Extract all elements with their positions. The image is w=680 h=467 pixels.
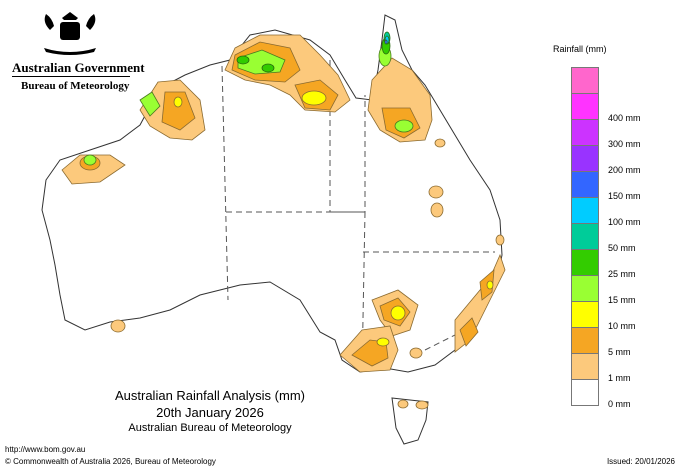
legend-label: 200 mm: [608, 165, 641, 175]
legend-swatch: [571, 223, 599, 249]
legend-swatch: [571, 275, 599, 301]
legend-label: 5 mm: [608, 347, 631, 357]
rain-15mm: [83, 45, 414, 166]
coat-of-arms-icon: [44, 12, 96, 55]
legend-swatch: [571, 119, 599, 145]
legend-label: 10 mm: [608, 321, 636, 331]
map-title: Australian Rainfall Analysis (mm): [114, 388, 305, 403]
legend-label: 400 mm: [608, 113, 641, 123]
legend-label: 50 mm: [608, 243, 636, 253]
logo-divider: [12, 76, 130, 77]
legend-label: 100 mm: [608, 217, 641, 227]
legend-label: 150 mm: [608, 191, 641, 201]
legend-title: Rainfall (mm): [553, 44, 607, 54]
legend-label: 300 mm: [608, 139, 641, 149]
legend-swatch: [571, 67, 599, 93]
legend-swatch: [571, 301, 599, 327]
website-link[interactable]: http://www.bom.gov.au: [5, 445, 86, 454]
map-date: 20th January 2026: [156, 405, 264, 420]
legend-swatch: [571, 379, 599, 406]
legend-swatch: [571, 353, 599, 379]
government-name: Australian Government: [12, 60, 145, 75]
legend-swatch: [571, 249, 599, 275]
map-source: Australian Bureau of Meteorology: [128, 422, 292, 434]
legend-swatch: [571, 327, 599, 353]
legend-swatch: [571, 171, 599, 197]
legend-label: 25 mm: [608, 269, 636, 279]
bureau-name: Bureau of Meteorology: [21, 80, 130, 92]
legend: [571, 67, 599, 406]
rain-10mm: [173, 90, 494, 347]
issued-date: Issued: 20/01/2026: [606, 457, 675, 466]
rain-heavy: [383, 31, 391, 45]
tasmania: [391, 397, 429, 445]
legend-swatch: [571, 93, 599, 119]
legend-label: 0 mm: [608, 399, 631, 409]
legend-label: 15 mm: [608, 295, 636, 305]
legend-swatch: [571, 197, 599, 223]
copyright-text: © Commonwealth of Australia 2026, Bureau…: [5, 457, 216, 466]
legend-label: 1 mm: [608, 373, 631, 383]
legend-swatch: [571, 145, 599, 171]
